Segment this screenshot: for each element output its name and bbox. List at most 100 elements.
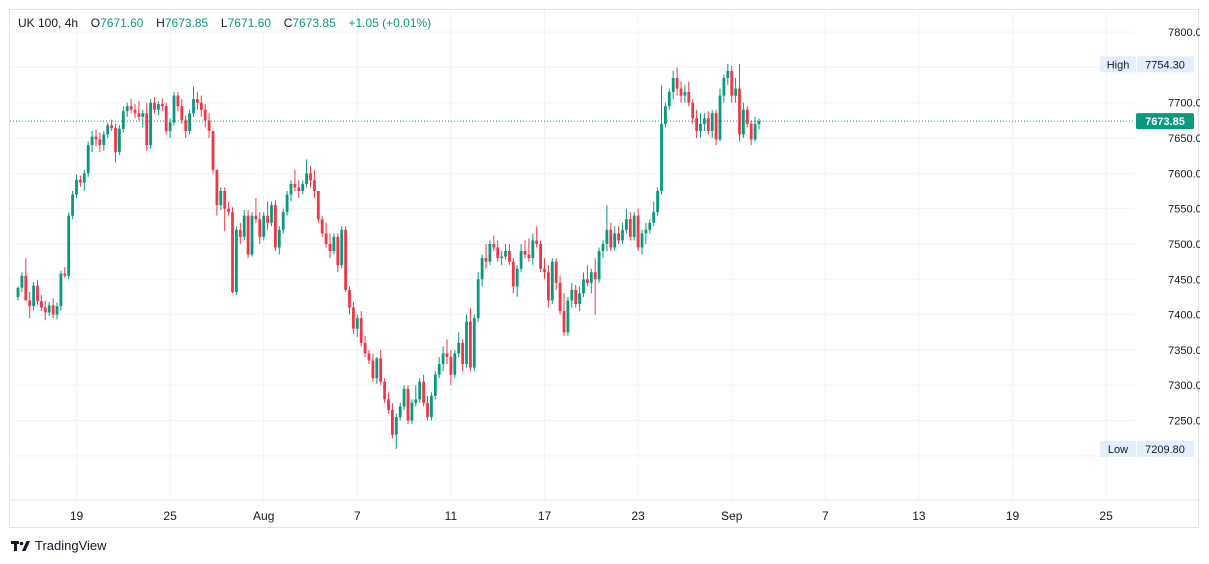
candle-body [285, 194, 289, 213]
candle-body [414, 399, 418, 403]
candle-body [402, 388, 406, 407]
x-tick-label: 25 [1099, 509, 1113, 523]
candle-body [578, 293, 581, 305]
candle-body [313, 180, 316, 191]
y-tick-label: 7800.00 [1168, 27, 1200, 39]
candle-body [730, 70, 734, 96]
candle-body [242, 215, 246, 237]
candle-body [352, 307, 355, 329]
y-tick-label: 7550.00 [1168, 204, 1200, 216]
candle-body [324, 233, 328, 244]
candle-body [199, 102, 203, 110]
last-price-tag [1136, 113, 1194, 130]
candle-body [211, 130, 215, 170]
candle-body [207, 120, 211, 131]
candle-body [110, 125, 113, 129]
candle-body [320, 219, 324, 234]
candle-body [172, 95, 176, 123]
candle-body [453, 353, 457, 375]
candle-body [539, 243, 542, 269]
candle-body [519, 251, 523, 269]
candle-body [445, 353, 449, 357]
candle-body [141, 113, 145, 117]
y-tick-label: 7650.00 [1168, 133, 1200, 145]
candle-body [667, 92, 671, 107]
candle-body [332, 236, 336, 252]
candle-body [683, 92, 687, 96]
candle-body [574, 289, 578, 305]
candle-body [582, 279, 585, 294]
last-price-label: 7673.85 [1145, 116, 1185, 128]
candle-body [515, 268, 519, 287]
chart-frame[interactable]: 7673.85 High 7754.30 Low 7209.80 7250.00 7300… [9, 9, 1200, 529]
candle-body [90, 136, 94, 146]
candle-body [632, 215, 636, 237]
candle-body [289, 183, 293, 195]
tradingview-logo[interactable]: TradingView [11, 538, 107, 553]
candle-body [757, 121, 761, 124]
candle-body [738, 88, 741, 135]
candle-body [749, 123, 753, 140]
interval-label[interactable]: 4h [64, 16, 79, 30]
candle-body [535, 240, 539, 244]
candle-body [176, 95, 180, 107]
candle-body [379, 358, 383, 382]
candle-body [309, 173, 312, 181]
candle-body [714, 113, 718, 140]
candle-body [145, 113, 149, 146]
candle-body [488, 243, 492, 262]
time-axis[interactable]: 19 25 Aug 7 11 17 23 Sep 7 13 19 25 [70, 509, 1113, 523]
candle-body [511, 261, 515, 287]
low-label: L [220, 16, 228, 30]
candle-body [168, 122, 172, 131]
candle-body [406, 388, 410, 421]
candle-body [223, 190, 227, 209]
candle-body [153, 102, 156, 110]
candle-body [500, 256, 503, 259]
open-label: O [90, 16, 101, 30]
candle-body [410, 402, 414, 421]
candle-body [118, 128, 121, 153]
candle-body [640, 233, 644, 248]
candle-body [742, 109, 745, 135]
candle-body [586, 279, 589, 283]
candle-body [617, 233, 620, 241]
low-tag-label-bg [1100, 440, 1136, 457]
candle-body [660, 123, 663, 191]
chart-overlays: 7673.85 High 7754.30 Low 7209.80 [10, 56, 1194, 457]
candle-body [192, 99, 195, 114]
candle-body [422, 381, 425, 403]
candle-body [589, 272, 593, 283]
candle-body [250, 215, 254, 255]
high-label: H [156, 16, 165, 30]
candle-body [137, 113, 141, 117]
candle-body [472, 318, 476, 368]
price-chart[interactable]: 7673.85 High 7754.30 Low 7209.80 7250.00 7300… [10, 10, 1200, 529]
candle-body [675, 77, 679, 89]
candle-body [570, 289, 574, 301]
candle-body [613, 233, 617, 248]
candle-body [281, 212, 285, 230]
candle-body [94, 136, 98, 140]
candle-body [508, 251, 511, 262]
candle-body [196, 99, 199, 103]
candle-body [753, 123, 757, 140]
candle-body [391, 409, 394, 435]
candle-body [621, 229, 624, 241]
price-axis[interactable]: 7250.00 7300.00 7350.00 7400.00 7450.00 7500.… [1168, 27, 1200, 427]
candle-body [449, 356, 453, 375]
candle-body [656, 190, 659, 213]
candle-body [149, 102, 152, 146]
candle-body [745, 109, 749, 124]
candle-body [297, 187, 301, 191]
candle-body [67, 215, 71, 276]
candle-body [695, 118, 698, 131]
candle-body [652, 212, 656, 223]
candle-body [418, 381, 422, 400]
candle-body [648, 222, 652, 230]
candle-body [133, 109, 137, 114]
candle-body [734, 88, 737, 96]
candle-body [160, 104, 164, 107]
candle-body [671, 77, 675, 93]
candle-body [157, 104, 160, 110]
